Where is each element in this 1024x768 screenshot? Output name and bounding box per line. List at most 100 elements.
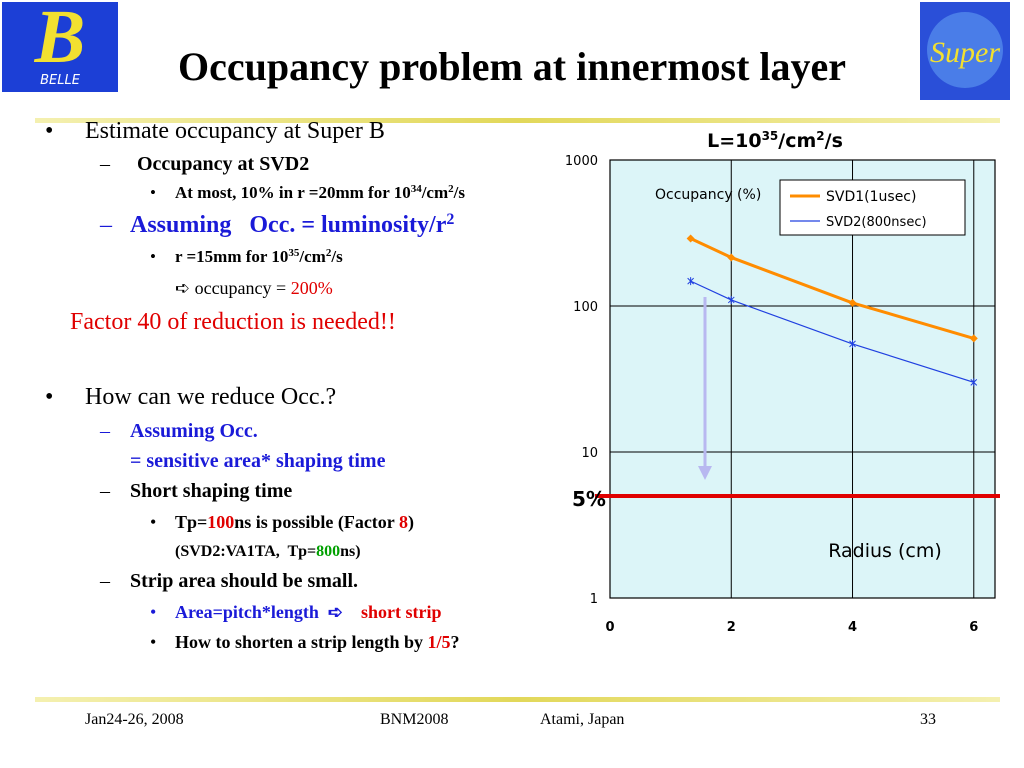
point	[686, 234, 695, 243]
body-line: Strip area should be small.	[130, 570, 358, 592]
text-run: (SVD2:VA1TA, Tp=	[175, 543, 316, 560]
footer-date: Jan24-26, 2008	[85, 711, 184, 728]
bullet-marker: –	[99, 153, 111, 175]
point	[848, 298, 857, 307]
title-run: /cm	[778, 130, 816, 152]
text-run: ns is possible (Factor	[234, 512, 399, 533]
body-line: Estimate occupancy at Super B	[85, 118, 385, 144]
text-run: /cm	[421, 183, 448, 202]
bullet-marker: •	[150, 247, 156, 266]
text-run: 200%	[291, 278, 333, 298]
legend-label: SVD2(800nsec)	[826, 215, 927, 230]
text-run: 1/5	[428, 632, 451, 652]
text-run: Assuming Occ.	[130, 420, 258, 442]
body-line: Assuming Occ. = luminosity/r2	[130, 211, 454, 239]
bullet-marker: –	[99, 212, 113, 238]
title-run: 35	[762, 129, 779, 143]
bullet-marker: –	[99, 480, 111, 502]
legend	[779, 179, 966, 236]
title-run: 2	[816, 129, 824, 143]
title-run: /s	[825, 130, 843, 152]
bullet-marker: •	[150, 632, 156, 652]
x-tick-label: 4	[848, 620, 857, 635]
text-run: ➪ occupancy =	[175, 278, 291, 298]
series-line	[690, 280, 974, 383]
left-logo: B BELLE	[2, 0, 118, 92]
x-tick-label: 0	[605, 620, 614, 635]
text-run: Factor 40 of reduction is needed!!	[70, 309, 396, 335]
x-axis-label: Radius (cm)	[828, 540, 942, 562]
y-tick-label: 100	[573, 300, 598, 315]
point	[970, 378, 978, 387]
text-run: )	[408, 512, 414, 533]
bullet-marker: •	[45, 384, 53, 410]
logo-text: Super	[930, 36, 1000, 69]
point	[727, 295, 735, 304]
text-run: How can we reduce Occ.?	[85, 384, 336, 410]
text-run: 2	[326, 247, 332, 259]
text-run: /cm	[298, 247, 325, 266]
text-run: = sensitive area* shaping time	[130, 450, 386, 472]
text-run: Short shaping time	[130, 480, 292, 502]
text-run: 2	[446, 211, 454, 228]
body-line: r =15mm for 1035/cm2/s	[175, 247, 343, 266]
body-line: Area=pitch*length ➪ short strip	[175, 602, 442, 622]
arrow-head	[698, 466, 712, 480]
slide-title: Occupancy problem at innermost layer	[178, 44, 846, 89]
logo-mark: B	[34, 0, 86, 79]
point	[727, 253, 736, 262]
y-tick-label: 10	[581, 446, 598, 461]
body-line: Tp=100ns is possible (Factor 8)	[175, 512, 414, 533]
logo-text: BELLE	[40, 73, 81, 88]
body-line: At most, 10% in r =20mm for 1034/cm2/s	[175, 183, 465, 202]
text-run: Area=pitch*length ➪	[175, 602, 361, 622]
chart-title: L=1035/cm2/s	[707, 129, 843, 152]
text-run: 34	[411, 183, 423, 195]
legend-label: SVD1(1usec)	[826, 189, 916, 205]
y-tick-label: 1	[590, 592, 598, 607]
point	[849, 339, 856, 348]
bullet-marker: –	[99, 420, 111, 442]
text-run: /s	[330, 247, 343, 266]
body-line: Assuming Occ.	[130, 420, 258, 442]
text-run: r =15mm for 10	[175, 247, 288, 266]
text-run: 2	[448, 183, 454, 195]
body-line: ➪ occupancy = 200%	[175, 278, 333, 298]
bullet-marker: •	[150, 512, 156, 532]
footer-place: Atami, Japan	[540, 711, 624, 728]
y-tick-label: 1000	[565, 154, 598, 169]
body-line: (SVD2:VA1TA, Tp=800ns)	[175, 543, 361, 560]
text-run: How to shorten a strip length by	[175, 632, 428, 652]
footer-page: 33	[920, 711, 936, 728]
footer-event: BNM2008	[380, 711, 448, 728]
text-run: Tp=	[175, 512, 207, 532]
body-line: Short shaping time	[130, 480, 292, 502]
text-run: short strip	[361, 602, 442, 622]
separator	[35, 118, 1000, 123]
text-run: ?	[451, 632, 460, 652]
title-run: L=10	[707, 130, 761, 152]
bullet-marker: •	[45, 118, 53, 144]
text-run: 100	[207, 512, 234, 532]
body-line: Factor 40 of reduction is needed!!	[70, 309, 396, 335]
separator	[35, 697, 1000, 702]
bullet-marker: •	[150, 602, 156, 622]
text-run: ns)	[340, 543, 360, 560]
text-run: Strip area should be small.	[130, 570, 358, 592]
text-run: Assuming Occ. = luminosity/r	[130, 212, 447, 238]
x-tick-label: 6	[969, 620, 978, 635]
series-line	[690, 237, 975, 340]
text-run: Occupancy at SVD2	[137, 153, 309, 175]
text-run: 800	[316, 543, 340, 560]
body-line: = sensitive area* shaping time	[130, 450, 386, 472]
right-logo: Super	[920, 2, 1010, 100]
body-line: How to shorten a strip length by 1/5?	[175, 632, 460, 652]
text-run: /s	[453, 183, 466, 202]
text-run: Estimate occupancy at Super B	[85, 118, 385, 144]
bullet-marker: –	[99, 570, 111, 592]
body-line: Occupancy at SVD2	[137, 153, 309, 175]
point	[969, 334, 978, 343]
bullet-marker: •	[150, 183, 156, 202]
